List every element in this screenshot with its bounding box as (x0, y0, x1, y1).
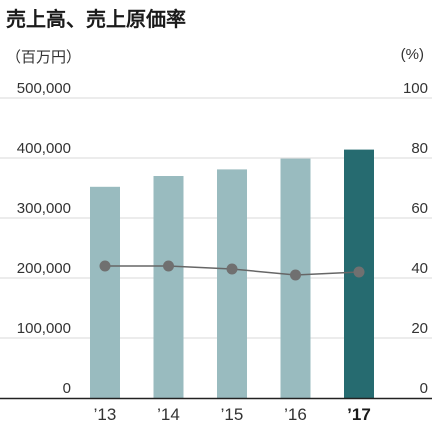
line-point (163, 260, 174, 272)
y-right-tick-label: 0 (420, 380, 428, 397)
y-left-tick-label: 0 (63, 380, 71, 397)
right-axis-ticks: 0 20 40 60 80 100 (403, 80, 428, 397)
line-point (99, 260, 111, 272)
y-left-tick-label: 500,000 (17, 80, 71, 97)
line-point (226, 263, 238, 275)
cost-ratio-line (99, 260, 365, 281)
y-right-tick-label: 40 (411, 260, 428, 277)
line-point (290, 269, 301, 281)
bar (217, 169, 247, 398)
right-axis-unit: (%) (400, 46, 424, 63)
y-left-tick-label: 200,000 (17, 260, 71, 277)
y-right-tick-label: 80 (411, 140, 428, 157)
x-tick-label: ’15 (221, 405, 244, 424)
line-point (353, 266, 365, 278)
y-left-tick-label: 300,000 (17, 200, 71, 217)
y-right-tick-label: 100 (403, 80, 428, 97)
x-tick-label: ’16 (284, 405, 307, 424)
x-tick-label: ’14 (157, 405, 180, 424)
left-axis-unit: （百万円） (6, 49, 82, 66)
x-axis-ticks: ’13 ’14 ’15 ’16 ’17 (94, 405, 371, 424)
chart-title: 売上高、売上原価率 (6, 7, 186, 31)
y-left-tick-label: 400,000 (17, 140, 71, 157)
y-right-tick-label: 20 (411, 320, 428, 337)
bar (90, 186, 120, 398)
left-axis-ticks: 0 100,000 200,000 300,000 400,000 500,000 (17, 80, 71, 397)
y-right-tick-label: 60 (411, 200, 428, 217)
y-left-tick-label: 100,000 (17, 320, 71, 337)
bar (153, 176, 184, 398)
x-tick-label: ’13 (94, 405, 117, 424)
x-tick-label: ’17 (347, 405, 371, 424)
